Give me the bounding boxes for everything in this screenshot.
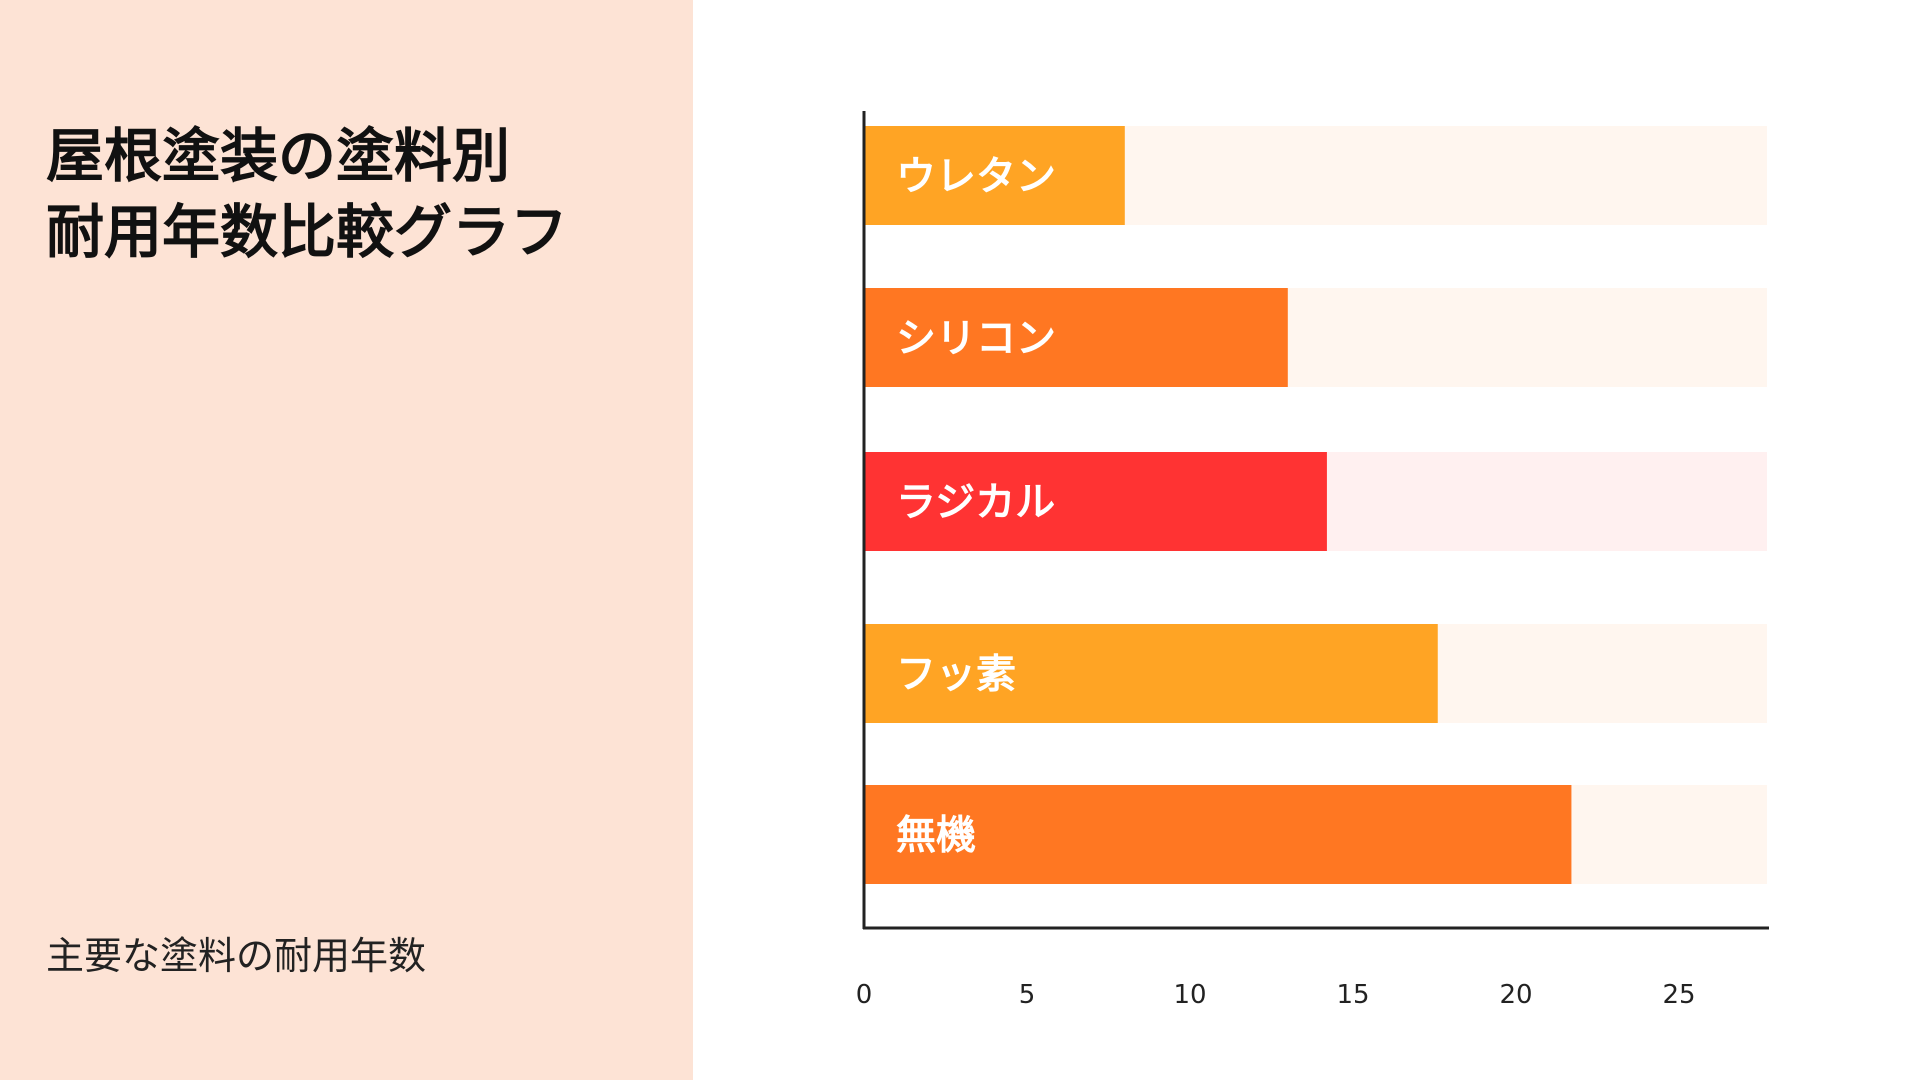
x-tick-label: 10 <box>1173 980 1206 1010</box>
subtitle: 主要な塗料の耐用年数 <box>46 934 427 978</box>
page-title: 屋根塗装の塗料別 耐用年数比較グラフ <box>46 118 568 270</box>
bar-label: 無機 <box>896 813 976 859</box>
bar <box>864 624 1438 723</box>
x-tick-label: 5 <box>1019 980 1036 1010</box>
bar-label: フッ素 <box>896 652 1016 698</box>
title-line-2: 耐用年数比較グラフ <box>46 198 569 266</box>
bar <box>864 126 1125 225</box>
bar <box>864 452 1327 551</box>
x-tick-label: 25 <box>1662 980 1695 1010</box>
bar-label: シリコン <box>896 316 1056 362</box>
left-panel <box>0 0 693 1080</box>
x-tick-label: 0 <box>856 980 873 1010</box>
bar <box>864 288 1288 387</box>
title-line-1: 屋根塗装の塗料別 <box>46 122 511 190</box>
bar-label: ウレタン <box>896 154 1056 200</box>
bar-label: ラジカル <box>896 480 1055 526</box>
x-tick-label: 20 <box>1499 980 1532 1010</box>
bar <box>864 785 1572 884</box>
x-tick-label: 15 <box>1336 980 1369 1010</box>
